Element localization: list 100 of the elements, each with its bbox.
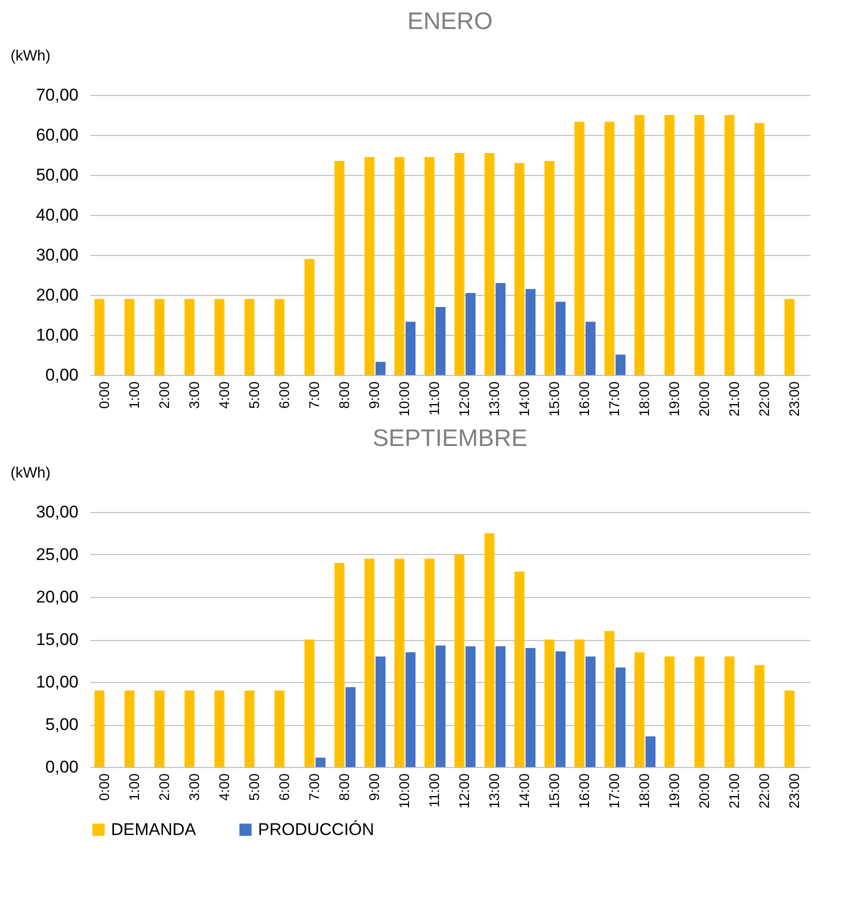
bar [184,690,194,767]
bar [316,758,326,767]
bar [754,123,764,375]
x-tick-label: 15:00 [546,381,562,417]
bar [334,161,344,375]
x-tick-label: 15:00 [546,773,562,809]
bar [274,299,284,375]
x-tick-label: 21:00 [726,773,742,809]
y-tick-label: 20,00 [36,286,78,304]
y-tick-label: 0,00 [45,758,78,776]
bar [514,572,524,767]
x-tick-label: 0:00 [96,773,112,801]
bar [526,289,536,375]
bar [376,362,386,375]
bar [406,652,416,767]
bar [154,299,164,375]
x-tick-label: 1:00 [126,381,142,409]
bar [454,554,464,767]
bar [526,648,536,767]
bar [664,656,674,767]
bar [466,646,476,767]
y-tick-label: 30,00 [36,502,78,522]
bar [424,558,434,767]
x-tick-label: 6:00 [276,773,292,801]
x-tick-label: 8:00 [336,773,352,801]
bar [514,163,524,375]
bar [94,690,104,767]
y-tick-label: 15,00 [36,630,78,649]
x-tick-label: 18:00 [636,773,652,809]
bar [694,656,704,767]
bar [556,302,566,375]
x-tick-label: 6:00 [276,381,292,409]
bar [784,299,794,375]
x-tick-label: 19:00 [666,773,682,809]
bar [784,690,794,767]
bar [466,293,476,375]
bar [616,354,626,375]
x-tick-label: 10:00 [396,773,412,809]
x-tick-label: 23:00 [786,381,802,417]
x-tick-label: 7:00 [306,381,322,409]
bar [664,115,674,375]
x-tick-label: 7:00 [306,773,322,801]
bar [394,157,404,375]
x-tick-label: 22:00 [756,773,772,809]
bar [346,687,356,767]
bar [274,690,284,767]
legend-label: PRODUCCIÓN [258,820,374,839]
y-tick-label: 60,00 [36,126,78,144]
x-tick-label: 4:00 [216,773,232,801]
bar [364,558,374,767]
x-tick-label: 3:00 [186,381,202,409]
y-tick-label: 10,00 [36,672,78,692]
bar [244,299,254,375]
bar [376,656,386,767]
y-tick-label: 25,00 [36,545,78,564]
bar [544,640,554,767]
bar [694,115,704,375]
bar [406,322,416,375]
bar [304,640,314,767]
x-tick-label: 11:00 [426,773,442,808]
bar [616,668,626,767]
bar [556,651,566,767]
bar [634,115,644,375]
x-tick-label: 11:00 [426,381,442,416]
bar [94,299,104,375]
bar [586,322,596,375]
x-tick-label: 0:00 [96,381,112,409]
x-tick-label: 20:00 [696,381,712,417]
legend-label: DEMANDA [111,820,197,839]
y-tick-label: 40,00 [36,206,78,224]
bar [304,259,314,375]
x-tick-label: 9:00 [366,773,382,801]
bar [424,157,434,375]
y-axis-title: (kWh) [10,464,50,482]
x-tick-label: 18:00 [636,381,652,417]
bar [436,307,446,375]
bar [454,153,464,375]
x-tick-label: 10:00 [396,381,412,417]
bar [244,690,254,767]
bar [586,656,596,767]
x-tick-label: 13:00 [486,381,502,417]
bar [334,563,344,767]
x-tick-label: 23:00 [786,773,802,809]
bar [604,631,614,767]
y-tick-label: 20,00 [36,588,78,606]
x-tick-label: 9:00 [366,381,382,409]
y-tick-label: 30,00 [36,246,78,264]
x-tick-label: 3:00 [186,773,202,801]
bar [124,299,134,375]
bar [574,122,584,375]
y-tick-label: 0,00 [45,366,78,384]
x-tick-label: 5:00 [246,381,262,409]
bar [184,299,194,375]
bar [214,299,224,375]
x-tick-label: 20:00 [696,773,712,809]
bar [436,645,446,767]
x-tick-label: 22:00 [756,381,772,417]
bar [724,656,734,767]
x-tick-label: 2:00 [156,773,172,801]
bar [364,157,374,375]
